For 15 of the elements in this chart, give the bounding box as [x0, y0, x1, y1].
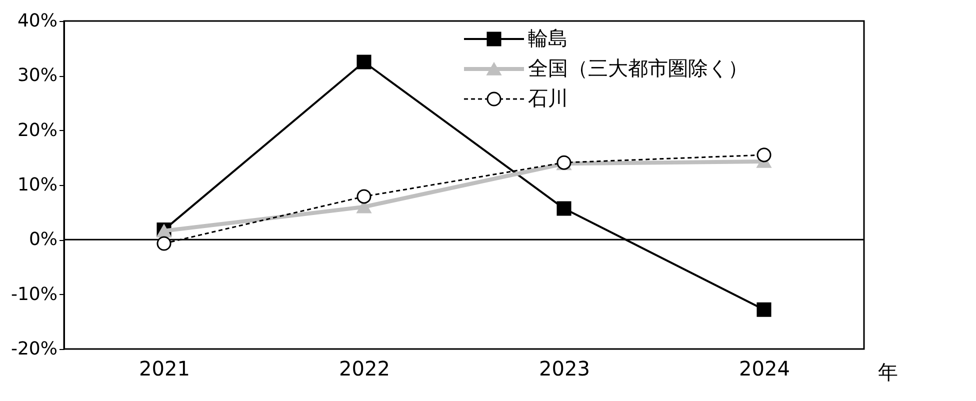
legend-label: 石川: [528, 86, 568, 110]
x-tick-label: 2021: [139, 356, 190, 380]
x-tick-label: 2023: [539, 356, 590, 380]
y-tick-label: 0%: [28, 229, 58, 250]
y-tick-label: 20%: [17, 120, 58, 141]
y-tick-label: -10%: [10, 284, 58, 305]
y-tick-label: -20%: [10, 338, 58, 360]
legend-label: 輪島: [528, 26, 568, 50]
y-tick-label: 30%: [17, 65, 58, 86]
x-tick-label: 2024: [739, 356, 790, 380]
legend-label: 全国（三大都市圏除く）: [528, 56, 748, 80]
y-tick-label: 40%: [17, 10, 58, 32]
x-axis-title: 年: [878, 360, 898, 384]
x-tick-label: 2022: [339, 356, 390, 380]
y-tick-label: 10%: [17, 174, 58, 196]
